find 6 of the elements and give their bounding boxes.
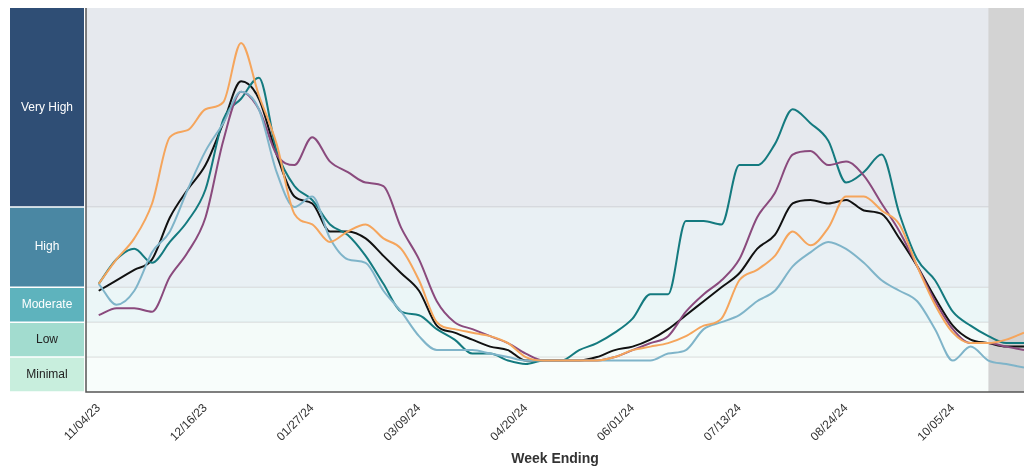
band-label: Minimal: [26, 366, 68, 381]
band-label: Moderate: [21, 297, 73, 312]
band-label: High: [34, 239, 60, 254]
band-label: Low: [35, 331, 59, 346]
x-axis-title: Week Ending: [511, 450, 599, 467]
band-label: Very High: [20, 99, 74, 114]
